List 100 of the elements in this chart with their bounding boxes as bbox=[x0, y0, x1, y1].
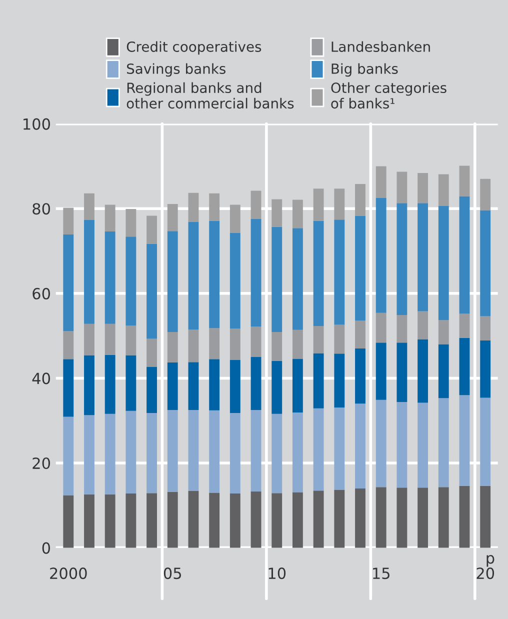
x-tick-label: 05 bbox=[164, 568, 182, 580]
bar bbox=[459, 166, 470, 196]
bar bbox=[188, 222, 199, 330]
bar bbox=[376, 198, 386, 313]
bar bbox=[334, 324, 345, 354]
bar bbox=[167, 410, 178, 492]
bar bbox=[480, 178, 491, 210]
bar bbox=[63, 208, 74, 234]
bar bbox=[84, 193, 94, 220]
bar bbox=[63, 234, 74, 332]
bar bbox=[209, 410, 220, 493]
bar bbox=[459, 314, 470, 338]
bar bbox=[126, 326, 136, 356]
bar bbox=[480, 210, 491, 316]
bar bbox=[209, 328, 220, 360]
legend-label: Other categories of banks¹ bbox=[331, 82, 446, 109]
bar bbox=[438, 206, 449, 320]
bar bbox=[230, 328, 240, 360]
bar bbox=[334, 490, 345, 548]
bar bbox=[126, 209, 136, 237]
bar bbox=[480, 316, 491, 340]
bar bbox=[188, 490, 199, 548]
bar bbox=[292, 358, 303, 413]
bar bbox=[272, 199, 282, 227]
bar bbox=[104, 324, 116, 355]
bar bbox=[209, 220, 220, 328]
bar bbox=[84, 355, 94, 416]
bar bbox=[104, 204, 116, 232]
bar bbox=[104, 494, 116, 548]
bar bbox=[334, 220, 345, 325]
bar bbox=[480, 398, 491, 486]
bar bbox=[126, 410, 136, 494]
bar bbox=[84, 220, 94, 324]
bar bbox=[418, 172, 428, 204]
bar bbox=[355, 404, 366, 488]
legend-label: Regional banks and other commercial banks bbox=[126, 82, 294, 109]
bar bbox=[146, 412, 157, 494]
bar bbox=[272, 360, 282, 414]
bar bbox=[84, 415, 94, 494]
bar bbox=[146, 216, 157, 244]
bar bbox=[104, 414, 116, 494]
bar bbox=[292, 492, 303, 548]
bar bbox=[146, 338, 157, 367]
bar bbox=[376, 400, 386, 488]
bar bbox=[230, 204, 240, 233]
bar bbox=[376, 487, 386, 548]
bar bbox=[313, 188, 324, 221]
bar bbox=[272, 226, 282, 332]
bar bbox=[104, 232, 116, 324]
legend-label: Credit cooperatives bbox=[126, 41, 262, 55]
bar bbox=[188, 362, 199, 410]
bar bbox=[459, 338, 470, 396]
x-tick-label: 20 bbox=[476, 568, 494, 580]
bar bbox=[313, 326, 324, 354]
bar bbox=[230, 232, 240, 329]
bar bbox=[188, 192, 199, 222]
bar bbox=[250, 190, 262, 219]
bar bbox=[438, 487, 449, 548]
bar bbox=[418, 488, 428, 548]
bar bbox=[480, 340, 491, 398]
bar bbox=[334, 354, 345, 408]
legend-label: Savings banks bbox=[126, 63, 226, 77]
bar bbox=[459, 486, 470, 548]
y-tick-label: 100 bbox=[24, 118, 50, 130]
bar bbox=[230, 494, 240, 548]
bar bbox=[167, 204, 178, 232]
bar bbox=[167, 362, 178, 410]
bar bbox=[313, 490, 324, 548]
bar bbox=[146, 366, 157, 413]
bar bbox=[376, 166, 386, 198]
bar bbox=[396, 488, 408, 548]
bar bbox=[438, 398, 449, 488]
bar bbox=[63, 416, 74, 496]
bar bbox=[355, 320, 366, 349]
bar bbox=[84, 324, 94, 356]
bar bbox=[438, 320, 449, 344]
bar bbox=[438, 174, 449, 206]
bar bbox=[313, 408, 324, 491]
bar bbox=[313, 353, 324, 408]
bar bbox=[438, 344, 449, 398]
bar bbox=[396, 203, 408, 316]
x-tick-label: 10 bbox=[268, 568, 286, 580]
bar bbox=[272, 414, 282, 494]
legend-label: Big banks bbox=[332, 63, 398, 77]
x-tick-label: 15 bbox=[373, 568, 390, 580]
bar bbox=[126, 355, 136, 411]
bar bbox=[63, 331, 74, 360]
bar bbox=[396, 315, 408, 343]
text: p bbox=[486, 555, 494, 567]
x-tick-label: 2000 bbox=[50, 568, 87, 580]
bar bbox=[209, 359, 220, 410]
bar bbox=[126, 236, 136, 326]
bar bbox=[230, 412, 240, 494]
bar bbox=[250, 410, 262, 492]
bar bbox=[292, 200, 303, 228]
bar bbox=[167, 332, 178, 363]
bar bbox=[230, 360, 240, 413]
bar bbox=[355, 348, 366, 404]
bar bbox=[376, 342, 386, 400]
y-tick-label: 40 bbox=[32, 372, 50, 384]
